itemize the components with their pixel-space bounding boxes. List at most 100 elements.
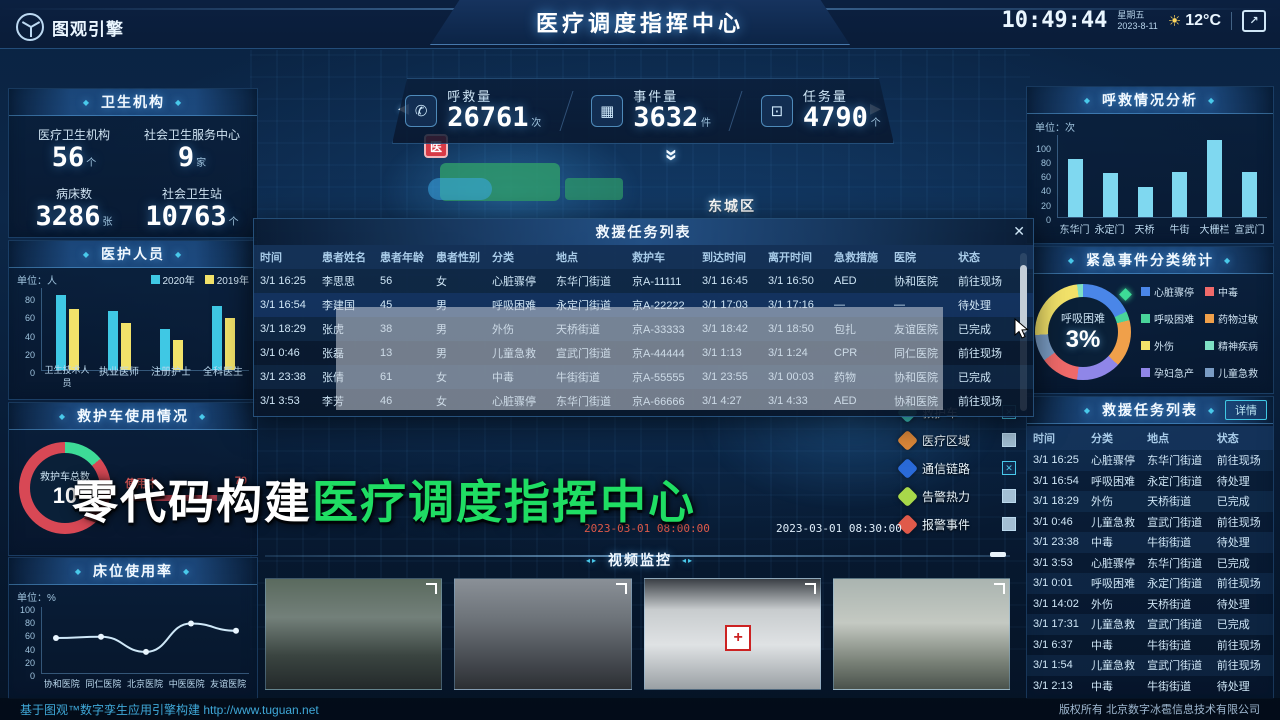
layer-toggle-医疗区域[interactable]: 医疗区域 — [896, 426, 1016, 454]
x-label: 卫生技术人员 — [44, 365, 90, 388]
bar-执业医师[interactable] — [121, 322, 132, 370]
cell: 待处理 — [1216, 475, 1250, 488]
cell: 前往现场 — [958, 348, 1002, 360]
table-row[interactable]: 3/1 6:37 中毒 牛街街道 前往现场 — [1027, 635, 1273, 656]
panel-ambulance-usage: 救护车使用情况 救护车总数 10 使用中 70 — [8, 402, 258, 556]
video-tile-street-vehicles[interactable] — [454, 578, 632, 690]
bar-大栅栏[interactable] — [1207, 140, 1223, 217]
cell: 3/1 6:37 — [1033, 638, 1073, 651]
column-header: 时间 — [1033, 433, 1055, 445]
cell: 前往现场 — [1216, 455, 1261, 468]
panel-health-institutions: 卫生机构 医疗卫生机构56个社会卫生服务中心9家病床数3286张社会卫生站107… — [8, 88, 258, 238]
x-label: 执业医师 — [99, 367, 139, 378]
bar-执业医师[interactable] — [108, 310, 119, 370]
emergency-donut-chart: 呼吸困难 3% — [1035, 284, 1131, 380]
stat-label: 社会卫生站 — [161, 187, 222, 201]
panel-emergency-classification: 紧急事件分类统计 呼吸困难 3% 心脏骤停中毒呼吸困难药物过敏外伤精神疾病孕妇急… — [1026, 246, 1274, 394]
bar-永定门[interactable] — [1102, 172, 1118, 217]
cell: 3/1 18:29 — [260, 323, 306, 335]
cell: 待处理 — [1216, 537, 1250, 550]
bar-注册护士[interactable] — [172, 339, 183, 370]
donut-legend: 心脏骤停 中毒 呼吸困难 药物过敏 外伤 精神疾病 孕妇急产 儿童急救 — [1141, 284, 1265, 380]
expand-icon[interactable] — [426, 583, 438, 594]
legend-swatch — [1205, 314, 1214, 323]
table-row[interactable]: 3/1 14:02 外伤 天桥街道 待处理 — [1027, 594, 1273, 615]
cell: 儿童急救 — [1091, 619, 1136, 632]
expand-icon[interactable] — [804, 583, 816, 594]
table-row[interactable]: 3/1 0:46 儿童急救 宣武门街道 前往现场 — [1027, 512, 1273, 533]
cell: 男 — [436, 300, 447, 312]
clock-date-group: 星期五 2023-8-11 — [1117, 10, 1157, 32]
expand-icon[interactable] — [994, 583, 1005, 594]
bar-全科医生[interactable] — [224, 318, 235, 370]
weather-widget: ☀ 12°C — [1168, 12, 1221, 30]
timeline-handle[interactable] — [990, 552, 1006, 557]
bar-东华门[interactable] — [1067, 158, 1083, 217]
legend-swatch — [150, 275, 160, 284]
cell: 呼吸困难 — [1091, 475, 1136, 488]
footer-bar: 基于图观™数字孪生应用引擎构建 http://www.tuguan.net 版权… — [0, 698, 1280, 720]
video-tile-ambulance-rear[interactable]: + — [643, 578, 821, 690]
map-park-area-small — [565, 178, 623, 200]
y-tick: 0 — [29, 368, 35, 378]
layer-checkbox[interactable] — [1002, 489, 1016, 503]
cell: 协和医院 — [894, 276, 938, 288]
layer-checkbox[interactable]: ✕ — [1002, 461, 1016, 475]
legend-swatch — [1141, 341, 1150, 350]
layer-checkbox[interactable] — [1002, 433, 1016, 447]
x-axis-labels: 东华门 永定门 天桥 牛街 大栅栏 宣武门 — [1057, 221, 1267, 236]
table-row[interactable]: 3/1 3:53 心脏骤停 东华门街道 已完成 — [1027, 553, 1273, 574]
kpi-2: ⊡ 任务量 4790 个 — [760, 86, 881, 137]
cell: 已完成 — [958, 372, 991, 384]
y-tick: 80 — [24, 618, 35, 629]
share-icon[interactable]: ↗ — [1242, 9, 1266, 32]
scrollbar-thumb[interactable] — [1020, 265, 1027, 333]
bar-卫生技术人员[interactable] — [69, 308, 80, 370]
bar-牛街[interactable] — [1172, 172, 1188, 217]
stats-collapse-chevron-icon[interactable]: » — [660, 148, 686, 162]
table-row[interactable]: 3/1 18:29 外伤 天桥街道 已完成 — [1027, 491, 1273, 512]
bar-注册护士[interactable] — [159, 329, 170, 370]
expand-icon[interactable] — [615, 583, 627, 594]
detail-button[interactable]: 详情 — [1225, 400, 1267, 420]
bar-group — [1242, 172, 1258, 217]
y-axis-unit: 单位：次 — [1035, 123, 1075, 134]
bar-全科医生[interactable] — [211, 306, 222, 370]
layer-checkbox[interactable] — [1002, 517, 1016, 531]
table-row[interactable]: 3/1 0:01 呼吸困难 永定门街道 前往现场 — [1027, 573, 1273, 594]
layer-toggle-报警事件[interactable]: 报警事件 — [896, 510, 1016, 538]
video-tile-hospital-ward[interactable] — [832, 578, 1010, 690]
in-use-value: 70 — [234, 475, 247, 487]
cell: — — [834, 299, 845, 311]
close-icon[interactable]: ✕ — [1013, 223, 1025, 239]
table-row[interactable]: 3/1 1:54 儿童急救 宣武门街道 前往现场 — [1027, 655, 1273, 676]
marketing-caption: 零代码构建医疗调度指挥中心 — [72, 466, 696, 532]
bar-卫生技术人员[interactable] — [56, 295, 67, 370]
table-row[interactable]: 3/1 2:13 中毒 牛街街道 待处理 — [1027, 676, 1273, 697]
bar-天桥[interactable] — [1137, 187, 1153, 217]
sun-icon: ☀ — [1167, 12, 1182, 30]
bar-group — [1067, 158, 1083, 217]
video-tile-street-intersection[interactable] — [265, 578, 443, 690]
column-header: 患者性别 — [436, 252, 480, 264]
bar-宣武门[interactable] — [1242, 172, 1258, 217]
layer-toggle-告警热力[interactable]: 告警热力 — [896, 482, 1016, 510]
y-axis-unit: 单位：人 — [17, 276, 57, 287]
table-row[interactable]: 3/1 16:54 呼吸困难 永定门街道 待处理 — [1027, 471, 1273, 492]
cell: 3/1 16:25 — [1033, 454, 1079, 467]
table-row[interactable]: 3/1 23:38 中毒 牛街街道 待处理 — [1027, 532, 1273, 553]
column-header: 患者年龄 — [380, 252, 424, 264]
table-row[interactable]: 3/1 16:25 李思思 56 女 心脏骤停 东华门街道 京A-11111 3/1 16:4… — [254, 269, 1033, 293]
table-row[interactable]: 3/1 16:25 心脏骤停 东华门街道 前往现场 — [1027, 450, 1273, 471]
app-logo[interactable]: 图观引擎 — [16, 13, 124, 41]
layer-toggle-通信链路[interactable]: 通信链路 ✕ — [896, 454, 1016, 482]
cell: 3/1 23:38 — [1033, 536, 1079, 549]
modal-scrollbar[interactable] — [1020, 253, 1027, 411]
cell: 牛街街道 — [1147, 680, 1192, 693]
line-plot — [41, 607, 249, 674]
table-row[interactable]: 3/1 17:31 儿童急救 宣武门街道 已完成 — [1027, 614, 1273, 635]
legend-swatch — [204, 275, 214, 284]
cell: 东华门街道 — [1147, 557, 1203, 570]
